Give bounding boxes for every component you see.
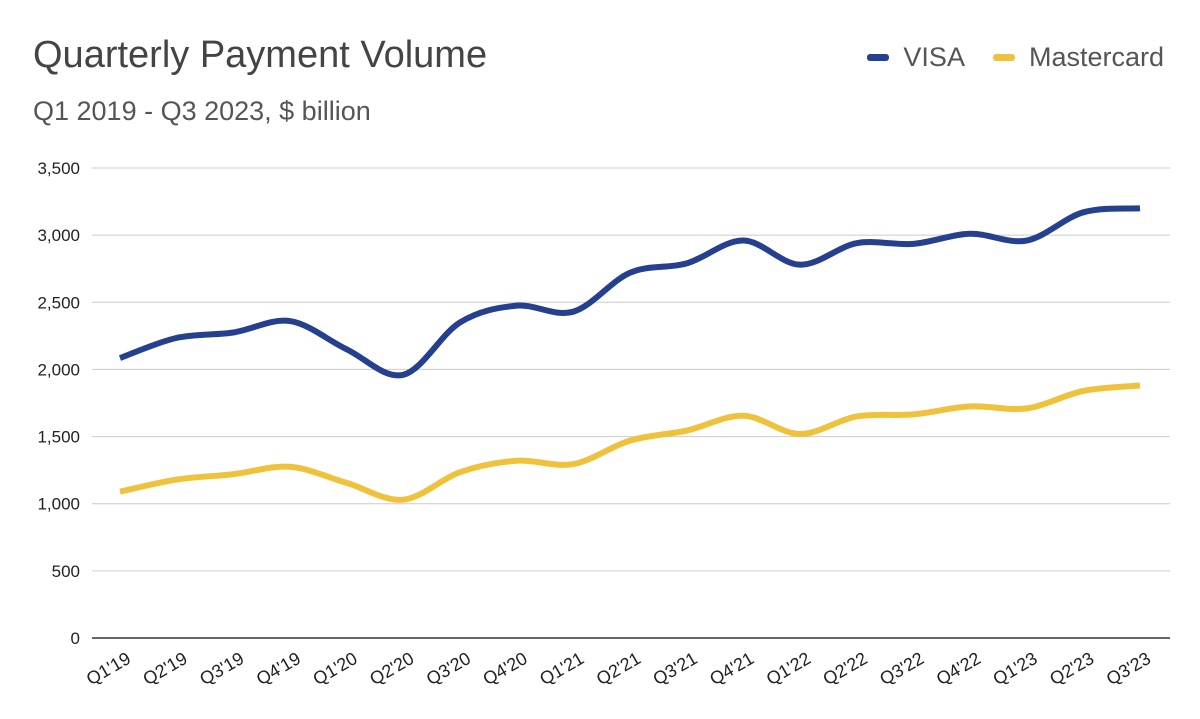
data-point-visa <box>1024 238 1030 244</box>
data-point-mastercard <box>287 464 293 470</box>
x-tick-label: Q3'19 <box>196 648 247 689</box>
x-tick-label: Q1'22 <box>763 648 814 689</box>
data-point-visa <box>400 372 406 378</box>
x-tick-label: Q2'22 <box>820 648 871 689</box>
data-point-mastercard <box>457 469 463 475</box>
data-point-mastercard <box>344 480 350 486</box>
series-line-visa <box>118 205 1141 379</box>
data-point-mastercard <box>117 489 123 495</box>
x-tick-label: Q1'20 <box>310 648 361 689</box>
x-tick-label: Q2'23 <box>1046 648 1097 689</box>
data-point-visa <box>287 318 293 324</box>
data-point-mastercard <box>740 413 746 419</box>
x-tick-label: Q4'21 <box>706 648 757 689</box>
data-point-mastercard <box>1137 383 1143 389</box>
data-point-visa <box>570 309 576 315</box>
y-tick-label: 500 <box>52 562 80 581</box>
data-point-visa <box>684 260 690 266</box>
data-point-visa <box>967 231 973 237</box>
data-point-visa <box>1080 209 1086 215</box>
data-point-visa <box>174 335 180 341</box>
legend-label-visa: VISA <box>903 42 965 72</box>
data-point-mastercard <box>910 411 916 417</box>
data-point-visa <box>797 262 803 268</box>
legend-swatch-visa <box>867 54 890 61</box>
legend-swatch-mastercard <box>992 54 1015 61</box>
data-point-mastercard <box>1024 405 1030 411</box>
data-point-mastercard <box>1080 388 1086 394</box>
data-point-mastercard <box>230 471 236 477</box>
data-point-mastercard <box>967 403 973 409</box>
chart-title: Quarterly Payment Volume <box>33 34 488 76</box>
x-tick-label: Q3'22 <box>876 648 927 689</box>
x-tick-label: Q3'23 <box>1103 648 1154 689</box>
legend-label-mastercard: Mastercard <box>1028 42 1164 72</box>
x-tick-label: Q2'20 <box>366 648 417 689</box>
series-line-mastercard <box>119 382 1141 503</box>
x-tick-label: Q3'20 <box>423 648 474 689</box>
y-tick-label: 1,000 <box>37 495 80 514</box>
data-point-mastercard <box>797 431 803 437</box>
legend-item-visa: VISA <box>867 42 965 73</box>
legend-item-mastercard: Mastercard <box>992 42 1164 73</box>
data-point-visa <box>344 346 350 352</box>
chart-subtitle: Q1 2019 - Q3 2023, $ billion <box>33 96 371 126</box>
data-point-visa <box>1137 205 1143 211</box>
x-tick-label: Q4'19 <box>253 648 304 689</box>
data-point-mastercard <box>174 477 180 483</box>
data-point-visa <box>230 330 236 336</box>
x-tick-label: Q4'22 <box>933 648 984 689</box>
y-tick-label: 3,500 <box>37 159 80 178</box>
data-point-visa <box>117 355 123 361</box>
x-tick-label: Q1'19 <box>83 648 134 689</box>
y-tick-label: 3,000 <box>37 226 80 245</box>
x-tick-label: Q2'19 <box>140 648 191 689</box>
data-point-mastercard <box>627 438 633 444</box>
x-tick-label: Q1'21 <box>536 648 587 689</box>
x-tick-label: Q2'21 <box>593 648 644 689</box>
data-point-visa <box>910 241 916 247</box>
y-tick-label: 2,000 <box>37 360 80 379</box>
y-tick-label: 2,500 <box>37 293 80 312</box>
x-tick-label: Q4'20 <box>480 648 531 689</box>
data-point-visa <box>514 303 520 309</box>
data-point-mastercard <box>514 458 520 464</box>
data-point-mastercard <box>854 413 860 419</box>
y-tick-label: 0 <box>71 629 80 648</box>
x-tick-label: Q3'21 <box>650 648 701 689</box>
data-point-visa <box>854 240 860 246</box>
data-point-mastercard <box>400 497 406 503</box>
chart-legend: VISA Mastercard <box>867 42 1164 73</box>
x-tick-label: Q1'23 <box>990 648 1041 689</box>
data-point-visa <box>627 270 633 276</box>
data-point-mastercard <box>570 461 576 467</box>
y-tick-label: 1,500 <box>37 428 80 447</box>
data-point-visa <box>457 319 463 325</box>
data-point-mastercard <box>684 428 690 434</box>
data-point-visa <box>740 238 746 244</box>
